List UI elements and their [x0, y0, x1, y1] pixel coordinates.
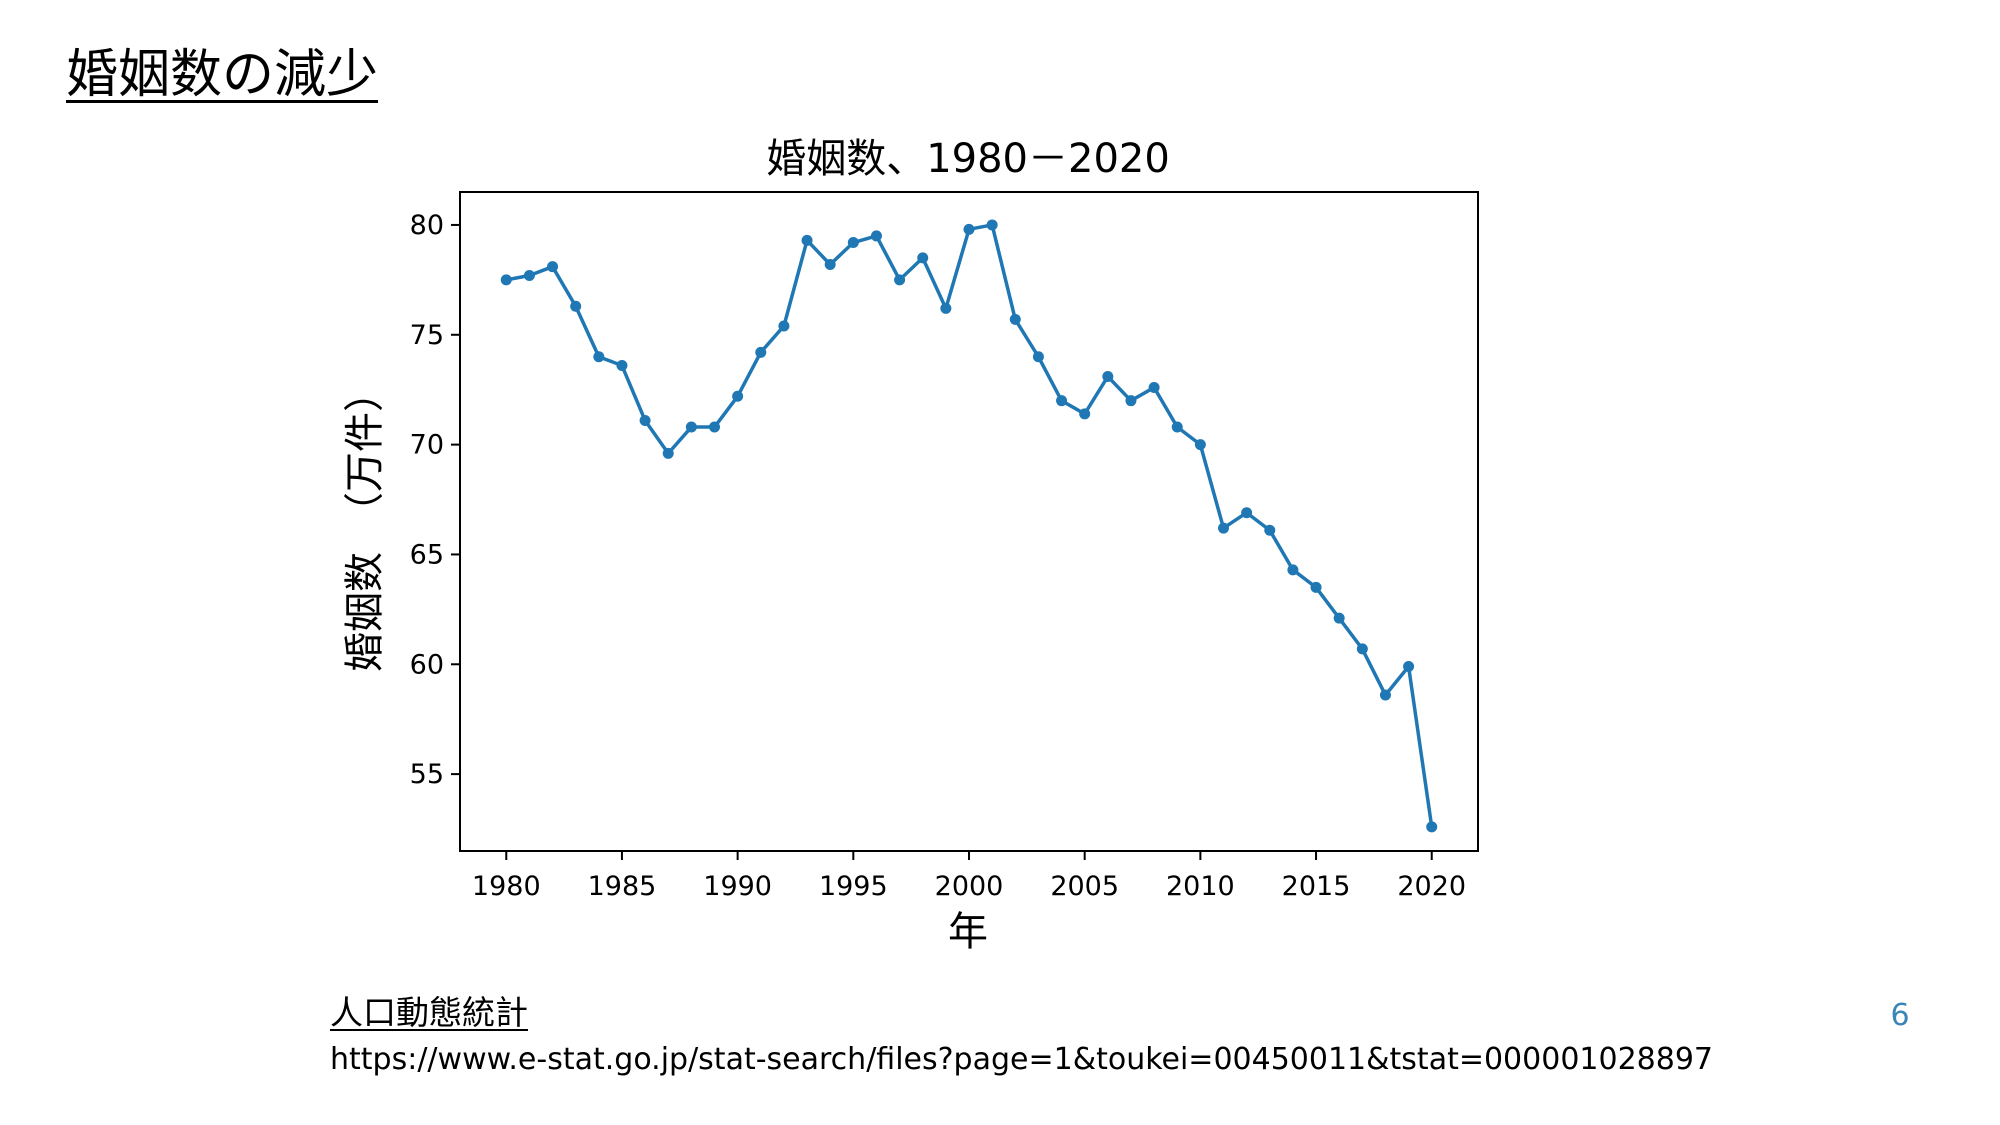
data-point	[1125, 395, 1137, 407]
data-point	[1287, 564, 1299, 576]
series-group	[500, 219, 1438, 833]
x-tick-label: 2000	[935, 871, 1004, 902]
data-point	[894, 274, 906, 286]
x-tick-label: 2010	[1166, 871, 1235, 902]
y-tick-label: 65	[410, 539, 444, 570]
data-point	[1403, 660, 1415, 672]
data-point	[1310, 581, 1322, 593]
data-point	[593, 351, 605, 363]
source-title[interactable]: 人口動態統計	[330, 993, 528, 1032]
slide-title: 婚姻数の減少	[66, 45, 379, 105]
x-tick-label: 1985	[588, 871, 657, 902]
x-tick-label: 2015	[1282, 871, 1351, 902]
data-point	[570, 300, 582, 312]
x-tick-label: 1995	[819, 871, 888, 902]
data-point	[500, 274, 512, 286]
x-tick-label: 1980	[472, 871, 541, 902]
y-tick-label: 80	[410, 210, 444, 241]
data-point	[1102, 371, 1114, 383]
data-point	[940, 302, 952, 314]
data-point	[1009, 313, 1021, 325]
data-point	[755, 346, 767, 358]
plot-area: 55 60 65 70 75 80 1980 1985 1990 1995 2000 2005 201…	[410, 191, 1479, 902]
data-point	[685, 421, 697, 433]
data-point	[1194, 439, 1206, 451]
data-point	[547, 261, 559, 273]
data-point	[1056, 395, 1068, 407]
data-point	[732, 390, 744, 402]
x-tick-label: 1990	[703, 871, 772, 902]
data-point	[662, 447, 674, 459]
source-url[interactable]: https://www.e-stat.go.jp/stat-search/fil…	[330, 1042, 1714, 1077]
data-point	[1356, 643, 1368, 655]
data-point	[824, 258, 836, 270]
data-point	[1333, 612, 1345, 624]
data-point	[917, 252, 929, 264]
data-point	[986, 219, 998, 231]
data-point	[847, 237, 859, 249]
x-axis-ticks: 1980 1985 1990 1995 2000 2005 2010 2015 2020	[472, 851, 1466, 902]
data-point	[1171, 421, 1183, 433]
data-point	[709, 421, 720, 433]
data-point	[1264, 524, 1276, 536]
data-point	[1218, 522, 1229, 534]
data-point	[523, 269, 535, 281]
data-point	[1032, 351, 1044, 363]
y-tick-label: 70	[410, 430, 444, 461]
data-point	[870, 230, 882, 242]
data-point	[1148, 382, 1160, 394]
x-tick-label: 2005	[1050, 871, 1119, 902]
data-point	[963, 223, 975, 235]
data-point	[1379, 689, 1391, 701]
y-axis-ticks: 55 60 65 70 75 80	[410, 210, 460, 790]
x-tick-label: 2020	[1397, 871, 1466, 902]
x-axis-label: 年	[948, 909, 988, 955]
y-tick-label: 55	[410, 759, 444, 790]
data-point	[616, 360, 628, 372]
data-point	[1426, 821, 1438, 833]
series-line	[504, 223, 1434, 829]
y-axis-label: 婚姻数 （万件）	[342, 372, 388, 672]
chart-title: 婚姻数、1980－2020	[766, 136, 1170, 182]
data-point	[639, 414, 651, 426]
page-number: 6	[1890, 998, 1910, 1033]
plot-frame	[459, 191, 1479, 852]
data-point	[801, 234, 813, 246]
y-tick-label: 75	[410, 320, 444, 351]
data-point	[1241, 507, 1253, 519]
y-tick-label: 60	[410, 649, 444, 680]
data-point	[1079, 408, 1091, 420]
data-point	[778, 320, 790, 332]
